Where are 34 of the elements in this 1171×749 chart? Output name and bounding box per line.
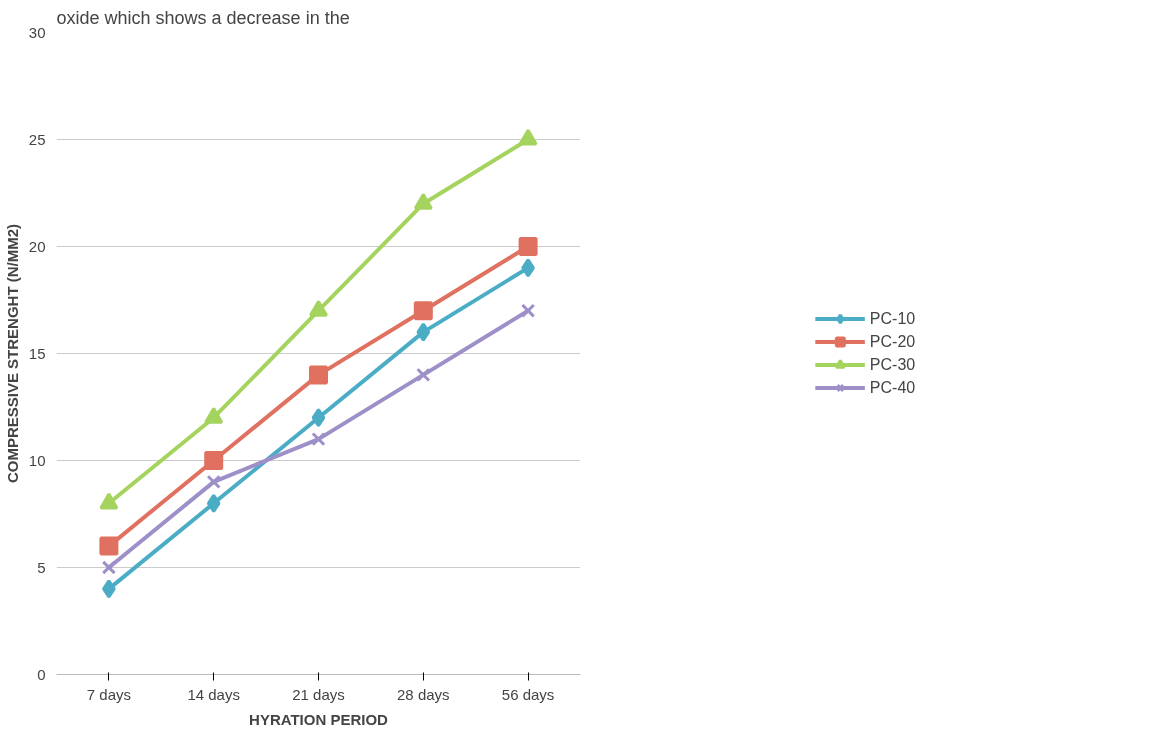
point [102, 579, 116, 599]
point [206, 493, 221, 513]
y-axis-title: COMPRESSIVE STRENGHT (N/MM2) [3, 223, 21, 484]
point [518, 237, 538, 256]
x-tick-label: 21 days [292, 685, 345, 703]
point [416, 322, 431, 342]
y-tick-label: 5 [37, 558, 46, 576]
point [520, 303, 536, 318]
x-axis-title: HYRATION PERIOD [249, 710, 389, 728]
point [416, 367, 431, 383]
y-tick-label: 15 [28, 344, 46, 362]
legend-label: PC-40 [869, 378, 916, 397]
y-tick-label: 0 [37, 665, 46, 683]
legend-label: PC-30 [869, 355, 916, 374]
x-tick-label: 28 days [397, 685, 450, 703]
x-tick-label: 56 days [501, 685, 555, 703]
legend-label: PC-20 [869, 332, 916, 351]
point [521, 258, 535, 278]
y-tick-label: 25 [28, 130, 46, 148]
y-tick-label: 30 [28, 23, 46, 41]
point [99, 536, 119, 556]
point [311, 408, 326, 428]
point [309, 365, 328, 385]
x-tick-label: 14 days [187, 685, 240, 703]
point [206, 474, 221, 490]
point [101, 560, 117, 575]
legend-label: PC-10 [869, 309, 916, 328]
text: oxide which shows a decrease in the [56, 7, 350, 28]
point [413, 301, 433, 321]
point [204, 451, 224, 470]
y-tick-label: 10 [28, 451, 46, 469]
x-tick-label: 7 days [86, 685, 132, 703]
point [311, 431, 326, 447]
y-tick-label: 20 [28, 237, 46, 255]
